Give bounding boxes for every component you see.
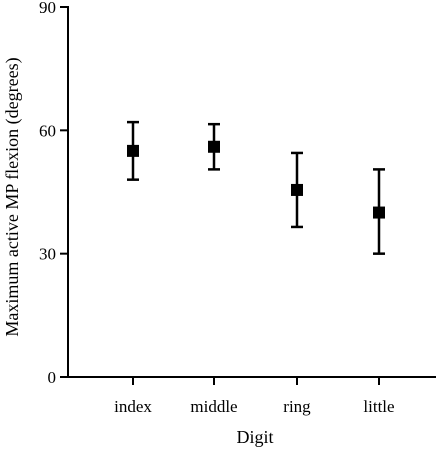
y-axis-label: Maximum active MP flexion (degrees) <box>2 57 23 336</box>
y-axis-ticks: 0 30 60 90 <box>39 0 68 387</box>
data-marks <box>127 120 385 255</box>
y-tick-label: 0 <box>48 368 57 387</box>
x-tick-label-little: little <box>363 397 394 416</box>
x-tick-label-ring: ring <box>283 397 311 416</box>
data-point-index <box>127 144 139 157</box>
data-point-middle <box>208 140 220 153</box>
x-axis-ticks: index middle ring little <box>114 377 395 416</box>
y-tick-label: 60 <box>39 121 56 140</box>
data-point-little <box>373 206 385 219</box>
data-point-ring <box>291 183 303 196</box>
y-tick-label: 90 <box>39 0 56 17</box>
x-axis-label: Digit <box>236 427 273 447</box>
y-tick-label: 30 <box>39 245 56 264</box>
x-tick-label-middle: middle <box>190 397 237 416</box>
x-tick-label-index: index <box>114 397 152 416</box>
